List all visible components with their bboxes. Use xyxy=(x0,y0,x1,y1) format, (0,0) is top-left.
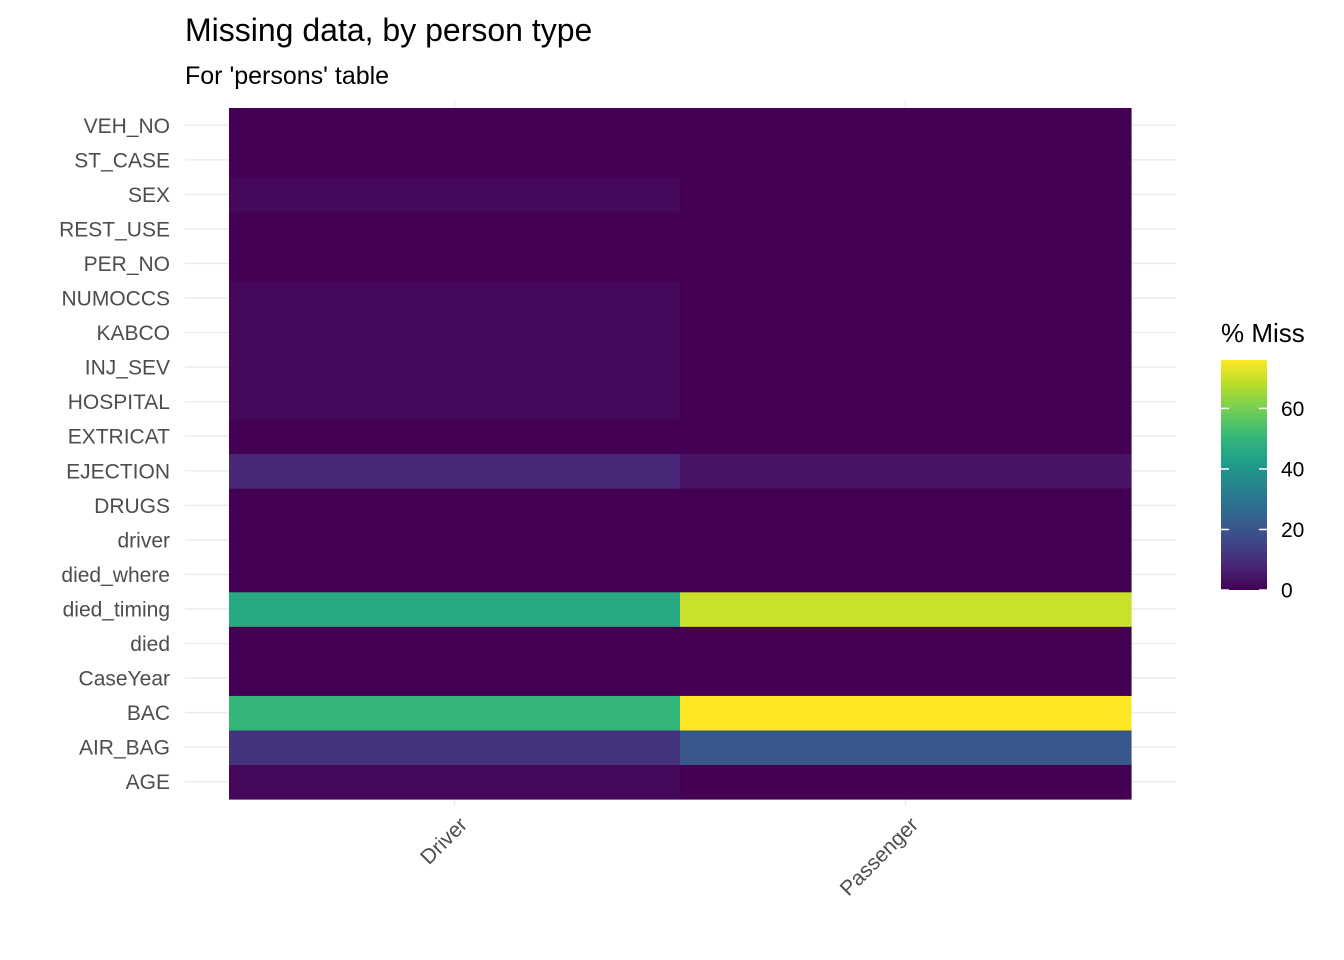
heatmap-cell xyxy=(680,384,1132,420)
y-tick-label: died_where xyxy=(61,564,170,587)
heatmap-cell xyxy=(680,591,1132,627)
y-tick-label: BAC xyxy=(127,702,170,725)
heatmap-cell xyxy=(680,315,1132,351)
chart-title: Missing data, by person type xyxy=(185,12,592,48)
y-tick-label: EJECTION xyxy=(66,460,170,483)
y-tick-label: REST_USE xyxy=(59,218,170,241)
heatmap-cell xyxy=(229,626,681,662)
y-axis-tick-labels: AGE AIR_BAG BAC CaseYear died died_timing died… xyxy=(59,115,170,794)
heatmap-cell xyxy=(680,177,1132,213)
x-tick-label: Passenger xyxy=(836,813,923,900)
y-tick-label: AIR_BAG xyxy=(79,737,170,760)
heatmap-cell xyxy=(229,522,681,558)
y-tick-label: died_timing xyxy=(63,598,170,621)
legend-title: % Miss xyxy=(1221,318,1305,348)
heatmap-cell xyxy=(229,695,681,731)
heatmap-cell xyxy=(229,108,681,144)
legend-tick-label: 20 xyxy=(1281,519,1304,542)
legend-colorbar xyxy=(1221,360,1267,590)
heatmap-cell xyxy=(229,349,681,385)
x-tick-label: Driver xyxy=(416,813,472,869)
y-tick-label: KABCO xyxy=(96,322,170,345)
heatmap-cell xyxy=(229,177,681,213)
heatmap-cell xyxy=(680,522,1132,558)
y-tick-label: DRUGS xyxy=(94,495,170,518)
heatmap-cell xyxy=(680,246,1132,282)
heatmap-cell xyxy=(680,453,1132,489)
heatmap-cell xyxy=(229,557,681,593)
heatmap-cell xyxy=(229,488,681,524)
x-axis-tick-labels: Driver Passenger xyxy=(416,813,923,900)
heatmap-cell xyxy=(229,211,681,247)
heatmap-cell xyxy=(229,280,681,316)
heatmap-cell xyxy=(680,695,1132,731)
heatmap-cell xyxy=(680,418,1132,455)
y-tick-label: AGE xyxy=(126,771,170,794)
chart-subtitle: For 'persons' table xyxy=(185,62,389,90)
legend: % Miss 0 20 40 60 xyxy=(1221,318,1305,603)
heatmap-cell xyxy=(680,349,1132,385)
legend-tick-label: 0 xyxy=(1281,580,1293,603)
heatmap-cell xyxy=(680,488,1132,524)
heatmap-cell xyxy=(680,108,1132,144)
y-tick-label: PER_NO xyxy=(84,253,170,276)
legend-tick-label: 40 xyxy=(1281,458,1304,481)
heatmap-cell xyxy=(229,418,681,455)
heatmap-cell xyxy=(680,729,1132,766)
legend-ticks: 0 20 40 60 xyxy=(1221,398,1304,603)
heatmap-cell xyxy=(229,660,681,696)
y-tick-label: died xyxy=(130,633,170,656)
y-tick-label: VEH_NO xyxy=(84,115,170,138)
heatmap-cell xyxy=(229,729,681,766)
heatmap-cell xyxy=(680,626,1132,662)
y-tick-label: EXTRICAT xyxy=(68,426,170,449)
heatmap-cell xyxy=(680,557,1132,593)
heatmap-cell xyxy=(680,211,1132,247)
heatmap-cell xyxy=(229,591,681,627)
heatmap-cell xyxy=(680,280,1132,316)
y-tick-label: HOSPITAL xyxy=(68,391,170,414)
heatmap-cell xyxy=(229,315,681,351)
heatmap-cell xyxy=(229,142,681,178)
heatmap-cell xyxy=(229,453,681,489)
y-tick-label: CaseYear xyxy=(79,668,170,691)
heatmap-cell xyxy=(229,384,681,420)
y-tick-label: INJ_SEV xyxy=(85,357,170,380)
heatmap-cell xyxy=(680,142,1132,178)
y-tick-label: SEX xyxy=(128,184,170,207)
y-tick-label: ST_CASE xyxy=(74,149,170,172)
heatmap-cell xyxy=(229,246,681,282)
heatmap-cell xyxy=(680,660,1132,696)
heatmap-cells xyxy=(229,108,1132,800)
y-tick-label: driver xyxy=(117,529,170,552)
heatmap-cell xyxy=(229,764,681,800)
legend-tick-label: 60 xyxy=(1281,398,1304,421)
heatmap-cell xyxy=(680,764,1132,800)
y-tick-label: NUMOCCS xyxy=(62,288,171,311)
